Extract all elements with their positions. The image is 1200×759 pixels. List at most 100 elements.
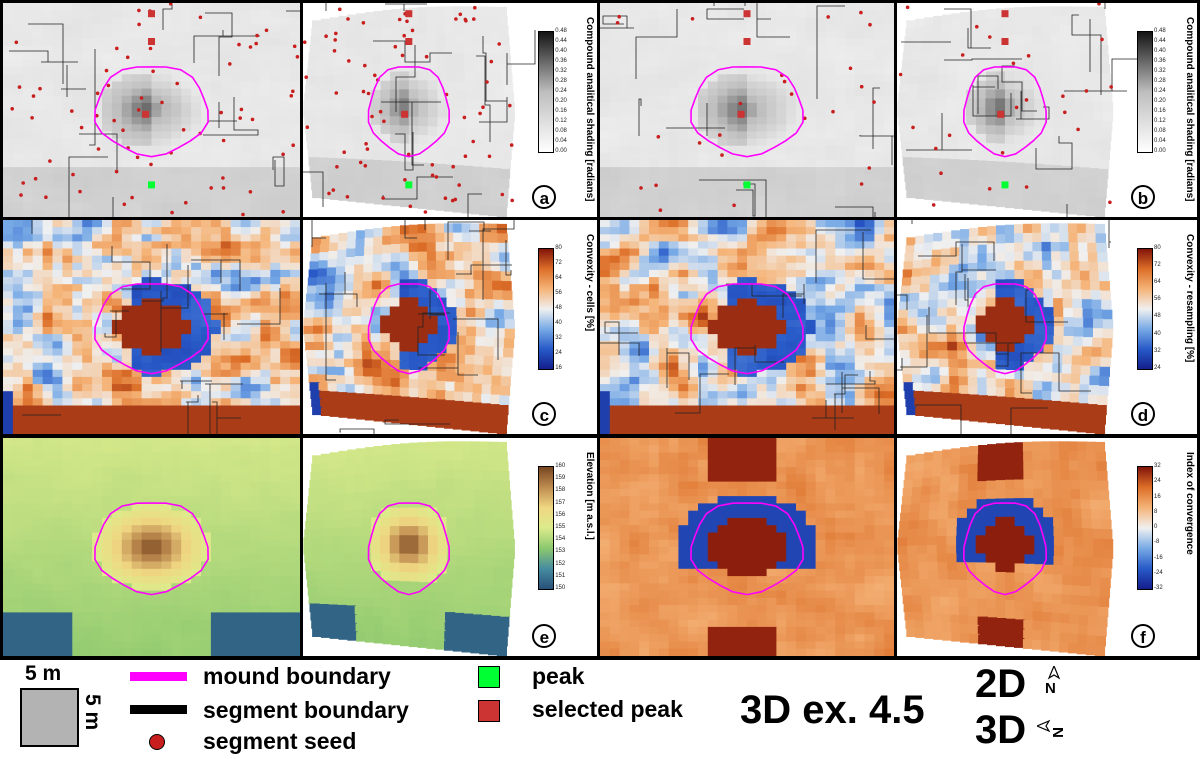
map-cell bbox=[995, 179, 1007, 190]
map-cell bbox=[864, 3, 875, 11]
map-cell bbox=[446, 136, 457, 147]
map-cell bbox=[201, 159, 212, 168]
map-cell bbox=[484, 82, 495, 93]
map-cell bbox=[884, 152, 894, 161]
map-cell bbox=[727, 38, 738, 47]
map-cell bbox=[161, 181, 172, 189]
map-cell bbox=[326, 366, 337, 376]
map-cell bbox=[171, 391, 182, 399]
map-cell bbox=[1041, 183, 1052, 194]
map-cell bbox=[835, 74, 846, 82]
map-cell bbox=[391, 226, 402, 236]
map-cell bbox=[111, 269, 123, 278]
map-cell bbox=[845, 174, 856, 182]
map-cell bbox=[344, 65, 355, 75]
map-cell bbox=[1005, 180, 1016, 190]
map-cell bbox=[171, 152, 182, 161]
map-cell bbox=[121, 209, 133, 217]
map-cell bbox=[463, 175, 474, 186]
map-cell bbox=[342, 307, 353, 317]
map-cell bbox=[619, 348, 630, 357]
map-cell bbox=[1076, 6, 1088, 17]
map-cell bbox=[181, 52, 192, 61]
map-cell bbox=[92, 110, 103, 118]
map-cell bbox=[977, 27, 988, 38]
map-cell bbox=[151, 298, 162, 307]
map-cell bbox=[436, 288, 448, 299]
map-cell bbox=[977, 36, 988, 46]
map-cell bbox=[32, 174, 44, 182]
map-cell bbox=[220, 3, 232, 11]
map-cell bbox=[280, 355, 291, 364]
map-cell bbox=[210, 412, 222, 421]
map-cell bbox=[968, 28, 979, 38]
map-cell bbox=[111, 412, 123, 421]
map-cell bbox=[815, 181, 826, 189]
map-cell bbox=[825, 138, 836, 147]
map-cell bbox=[924, 17, 935, 27]
map-cell bbox=[474, 81, 485, 92]
map-cell bbox=[32, 3, 44, 11]
map-cell bbox=[1032, 191, 1043, 202]
map-cell bbox=[717, 241, 728, 250]
map-cell bbox=[786, 124, 797, 132]
map-cell bbox=[336, 49, 347, 59]
map-cell bbox=[776, 181, 787, 189]
map-cell bbox=[668, 138, 679, 147]
map-cell bbox=[250, 398, 261, 406]
map-cell bbox=[82, 81, 93, 90]
map-cell bbox=[171, 174, 182, 182]
map-cell bbox=[280, 124, 291, 132]
map-cell bbox=[995, 71, 1006, 81]
map-cell bbox=[796, 167, 807, 175]
map-cell bbox=[786, 167, 797, 175]
map-cell bbox=[950, 184, 962, 194]
map-cell bbox=[884, 262, 894, 271]
map-cell bbox=[930, 49, 941, 59]
map-cell bbox=[747, 277, 758, 285]
map-cell bbox=[1102, 121, 1113, 132]
map-cell bbox=[609, 152, 621, 161]
map-cell bbox=[82, 202, 93, 211]
map-cell bbox=[210, 248, 222, 257]
map-cell bbox=[181, 277, 192, 285]
map-cell bbox=[668, 227, 679, 235]
map-cell bbox=[1093, 101, 1104, 112]
map-cell bbox=[326, 50, 337, 60]
map-cell bbox=[72, 362, 83, 371]
map-cell bbox=[260, 348, 271, 357]
map-cell bbox=[864, 202, 875, 211]
map-cell bbox=[52, 298, 63, 307]
map-cell bbox=[805, 220, 817, 228]
segment-seed bbox=[334, 91, 339, 95]
map-cell bbox=[12, 152, 24, 161]
segment-seed bbox=[402, 33, 406, 38]
map-cell bbox=[62, 52, 73, 61]
map-cell bbox=[240, 248, 252, 257]
map-cell bbox=[62, 291, 73, 299]
map-cell bbox=[1014, 180, 1025, 191]
map-cell bbox=[444, 24, 455, 35]
map-cell bbox=[909, 133, 920, 142]
map-cell bbox=[62, 312, 73, 321]
map-cell bbox=[201, 60, 212, 68]
map-cell bbox=[490, 261, 501, 272]
map-cell bbox=[756, 334, 768, 342]
map-cell bbox=[737, 81, 748, 90]
map-cell bbox=[260, 95, 271, 104]
map-cell bbox=[325, 66, 336, 76]
map-cell bbox=[481, 167, 492, 178]
map-cell bbox=[171, 117, 182, 125]
map-cell bbox=[639, 181, 650, 189]
map-cell bbox=[362, 350, 373, 360]
map-cell bbox=[336, 266, 347, 276]
map-cell bbox=[22, 17, 34, 25]
map-cell bbox=[619, 95, 630, 104]
map-cell bbox=[111, 38, 123, 47]
map-cell bbox=[111, 248, 123, 257]
map-cell bbox=[428, 315, 439, 326]
map-cell bbox=[629, 117, 640, 125]
map-cell bbox=[52, 269, 63, 278]
map-cell bbox=[220, 277, 232, 285]
map-cell bbox=[609, 262, 621, 271]
